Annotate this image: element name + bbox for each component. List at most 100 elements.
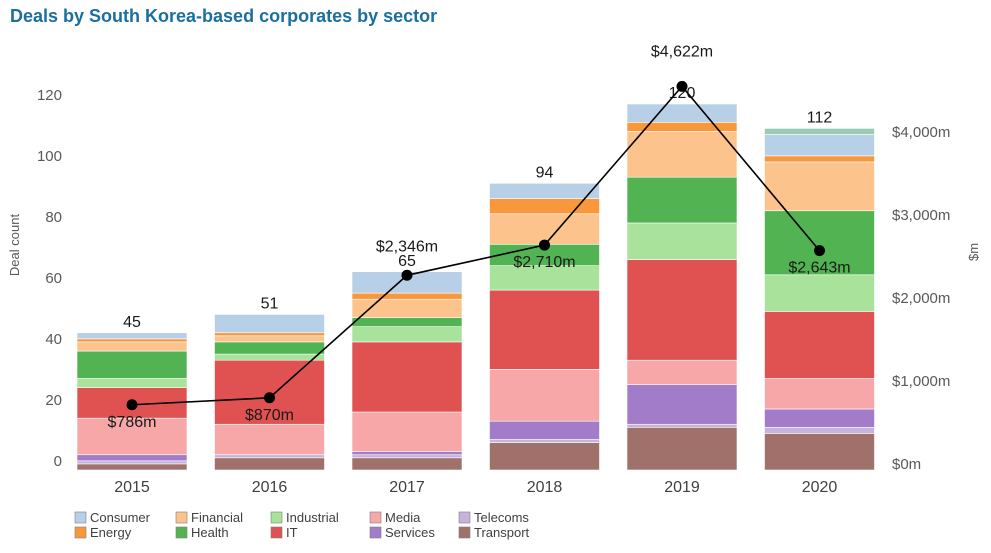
deal-value-label-2017: $2,346m	[376, 238, 438, 255]
y-tick-label-40: 40	[45, 331, 62, 348]
bar-segment-industrial-2018	[489, 265, 600, 291]
bar-total-label-2019: 120	[669, 85, 696, 102]
legend-swatch-transport	[458, 526, 471, 539]
y2-axis-title: $m	[966, 243, 981, 261]
bar-total-label-2020: 112	[807, 109, 833, 126]
bar-segment-industrial-2019	[626, 222, 738, 260]
bar-segment-financial-2017	[351, 298, 463, 318]
bar-segment-media-2015	[76, 417, 188, 456]
y-axis-title: Deal count	[7, 214, 22, 277]
legend-label-services: Services	[385, 525, 435, 540]
bar-segment-telecoms-2016	[214, 454, 325, 459]
bar-segment-energy-2020	[764, 155, 875, 163]
x-tick-label-2016: 2016	[252, 479, 288, 496]
legend-swatch-media	[369, 511, 382, 524]
legend-label-telecoms: Telecoms	[474, 510, 529, 525]
bar-segment-transport-2020	[764, 433, 875, 471]
x-tick-label-2017: 2017	[389, 479, 425, 496]
y-tick-label-20: 20	[45, 392, 62, 409]
bar-segment-other-2020	[764, 128, 875, 135]
y-tick-label-120: 120	[37, 87, 62, 104]
bar-segment-services-2020	[764, 408, 875, 428]
y2-tick-label-3000: $3,000m	[892, 207, 950, 224]
bar-segment-transport-2015	[76, 463, 188, 471]
deal-value-label-2019: $4,622m	[651, 43, 713, 60]
bar-segment-services-2015	[76, 454, 188, 462]
bar-segment-it-2018	[489, 289, 600, 370]
bar-segment-financial-2015	[76, 341, 188, 352]
y2-tick-label-1000: $1,000m	[892, 373, 950, 390]
legend-swatch-telecoms	[458, 511, 471, 524]
bar-segment-it-2016	[214, 359, 325, 425]
bar-segment-media-2016	[214, 423, 325, 456]
bar-segment-media-2017	[351, 411, 463, 452]
bar-segment-consumer-2015	[76, 332, 188, 340]
bar-segment-media-2019	[626, 359, 738, 385]
x-tick-label-2018: 2018	[527, 479, 563, 496]
bar-segment-transport-2019	[626, 426, 738, 471]
bar-segment-energy-2016	[214, 332, 325, 337]
bar-segment-services-2019	[626, 384, 738, 425]
bar-segment-telecoms-2018	[489, 439, 600, 443]
deal-value-label-2015: $786m	[108, 414, 157, 431]
bar-segment-health-2019	[626, 176, 738, 224]
deal-value-point-2020	[814, 245, 825, 257]
bar-segment-consumer-2020	[764, 134, 875, 157]
x-tick-label-2020: 2020	[802, 479, 838, 496]
bar-segment-health-2016	[214, 341, 325, 355]
deal-value-point-2015	[126, 399, 138, 411]
deal-value-point-2018	[539, 239, 550, 251]
legend-label-media: Media	[385, 510, 421, 525]
chart-title: Deals by South Korea-based corporates by…	[10, 6, 438, 26]
bar-segment-consumer-2016	[214, 314, 325, 334]
bar-segment-services-2017	[351, 451, 463, 456]
legend-swatch-industrial	[270, 511, 283, 524]
bar-segment-telecoms-2019	[626, 423, 738, 428]
deal-value-point-2016	[264, 392, 275, 404]
bar-segment-media-2018	[489, 369, 600, 422]
legend-swatch-consumer	[74, 511, 87, 524]
bar-segment-financial-2020	[764, 161, 875, 212]
bar-segment-transport-2016	[214, 457, 325, 471]
bar-segment-industrial-2016	[214, 353, 325, 361]
bar-segment-industrial-2015	[76, 378, 188, 388]
legend-label-health: Health	[191, 525, 229, 540]
bar-segment-media-2020	[764, 378, 875, 410]
legend-label-energy: Energy	[90, 525, 132, 540]
deal-value-label-2016: $870m	[245, 407, 294, 424]
y2-tick-label-4000: $4,000m	[892, 124, 950, 141]
bar-segment-industrial-2020	[764, 274, 875, 312]
legend-swatch-health	[175, 526, 188, 539]
bar-segment-financial-2019	[626, 131, 738, 178]
legend-swatch-energy	[74, 526, 87, 539]
legend-label-financial: Financial	[191, 510, 243, 525]
deal-value-label-2020: $2,643m	[788, 260, 850, 277]
bar-segment-telecoms-2015	[76, 460, 188, 465]
bar-segment-it-2020	[764, 311, 875, 379]
x-tick-label-2019: 2019	[664, 479, 700, 496]
bar-segment-industrial-2017	[351, 326, 463, 343]
bar-segment-it-2019	[626, 259, 738, 361]
bar-segment-it-2017	[351, 341, 463, 413]
y2-tick-label-2000: $2,000m	[892, 290, 950, 307]
bar-segment-telecoms-2017	[351, 454, 463, 459]
deal-value-point-2019	[676, 80, 688, 92]
legend-swatch-it	[270, 526, 283, 539]
deal-value-line	[131, 85, 821, 406]
bar-segment-consumer-2019	[626, 103, 738, 123]
y-tick-label-100: 100	[37, 148, 62, 165]
deal-value-label-2018: $2,710m	[513, 254, 575, 271]
y-tick-label-80: 80	[45, 209, 62, 226]
y-tick-label-0: 0	[54, 453, 62, 470]
y-tick-label-60: 60	[45, 270, 62, 287]
x-tick-label-2015: 2015	[114, 479, 150, 496]
deal-value-point-2017	[401, 269, 413, 281]
bar-segment-health-2020	[764, 210, 875, 276]
bar-segment-transport-2018	[489, 442, 600, 471]
bar-segment-energy-2017	[351, 292, 463, 300]
legend-label-transport: Transport	[474, 525, 530, 540]
legend-swatch-financial	[175, 511, 188, 524]
legend-label-consumer: Consumer	[90, 510, 151, 525]
bar-segment-consumer-2018	[489, 183, 600, 199]
